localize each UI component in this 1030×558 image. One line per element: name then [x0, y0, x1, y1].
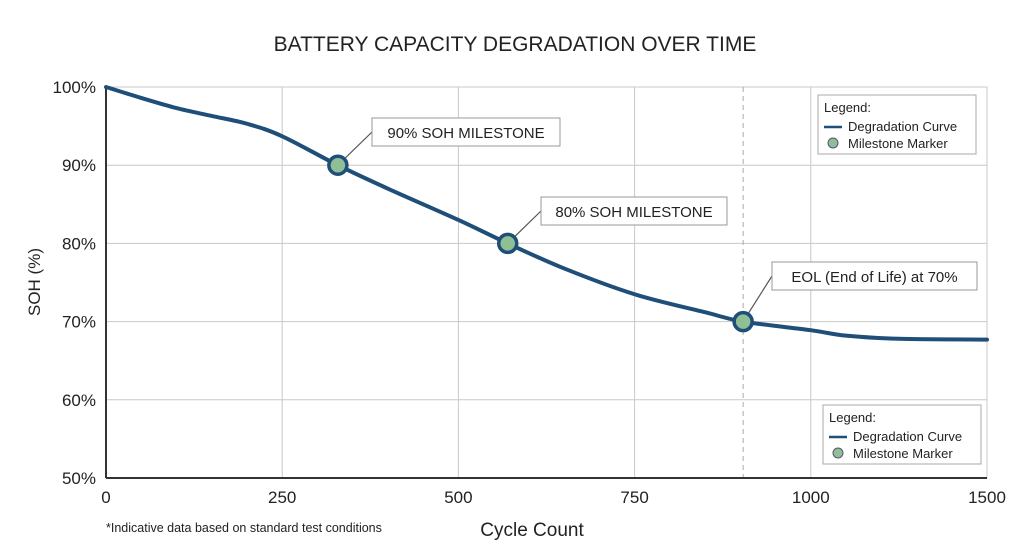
axes [105, 87, 987, 479]
legend-marker-swatch [827, 137, 839, 149]
series-layer: 90% SOH MILESTONE 80% SOH MILESTONE EOL (E… [104, 85, 989, 342]
y-tick-label: 100% [53, 78, 96, 97]
legend-item: Milestone Marker [848, 136, 948, 151]
y-tick-label: 90% [62, 156, 96, 175]
legend-item: Degradation Curve [848, 119, 957, 134]
callout-label: 80% SOH MILESTONE [555, 204, 712, 221]
legend-title: Legend: [829, 410, 876, 425]
legend-box [817, 94, 977, 155]
y-tick-label: 50% [62, 469, 96, 488]
legend-box [822, 404, 982, 465]
x-tick-label: 1000 [792, 488, 830, 507]
x-tick-label: 1500 [968, 488, 1006, 507]
y-axis-label: SOH (%) [25, 248, 44, 316]
y-tick-label: 70% [62, 313, 96, 332]
legend-marker-swatch [832, 447, 844, 459]
callout-label: EOL (End of Life) at 70% [791, 269, 957, 286]
milestone-marker [732, 310, 754, 333]
legend-item: Degradation Curve [853, 429, 962, 444]
callout-box [371, 117, 561, 147]
milestone-marker [327, 154, 349, 176]
callout-label: 90% SOH MILESTONE [387, 125, 544, 142]
x-tick-label: 250 [268, 488, 296, 507]
legend-title: Legend: [824, 100, 871, 115]
legends: Legend: Degradation Curve Milestone Marker… [817, 94, 982, 465]
x-tick-label: 500 [444, 488, 472, 507]
legend-item: Milestone Marker [853, 446, 953, 461]
x-tick-label: 750 [620, 488, 648, 507]
chart-title: BATTERY CAPACITY DEGRADATION OVER TIME [274, 33, 757, 56]
callout-box [540, 196, 728, 226]
callout-box [771, 261, 978, 291]
x-axis-label: Cycle Count [480, 520, 584, 541]
milestone-marker [496, 232, 519, 255]
y-tick-label: 80% [62, 234, 96, 253]
tick-labels: 0 250 500 750 1000 1500 50% 60% 70% 80% 90% 100% [53, 78, 1006, 507]
x-tick-label: 0 [101, 488, 110, 507]
degradation-curve [104, 85, 989, 342]
y-tick-label: 60% [62, 391, 96, 410]
footnote: *Indicative data based on standard test … [106, 521, 382, 535]
